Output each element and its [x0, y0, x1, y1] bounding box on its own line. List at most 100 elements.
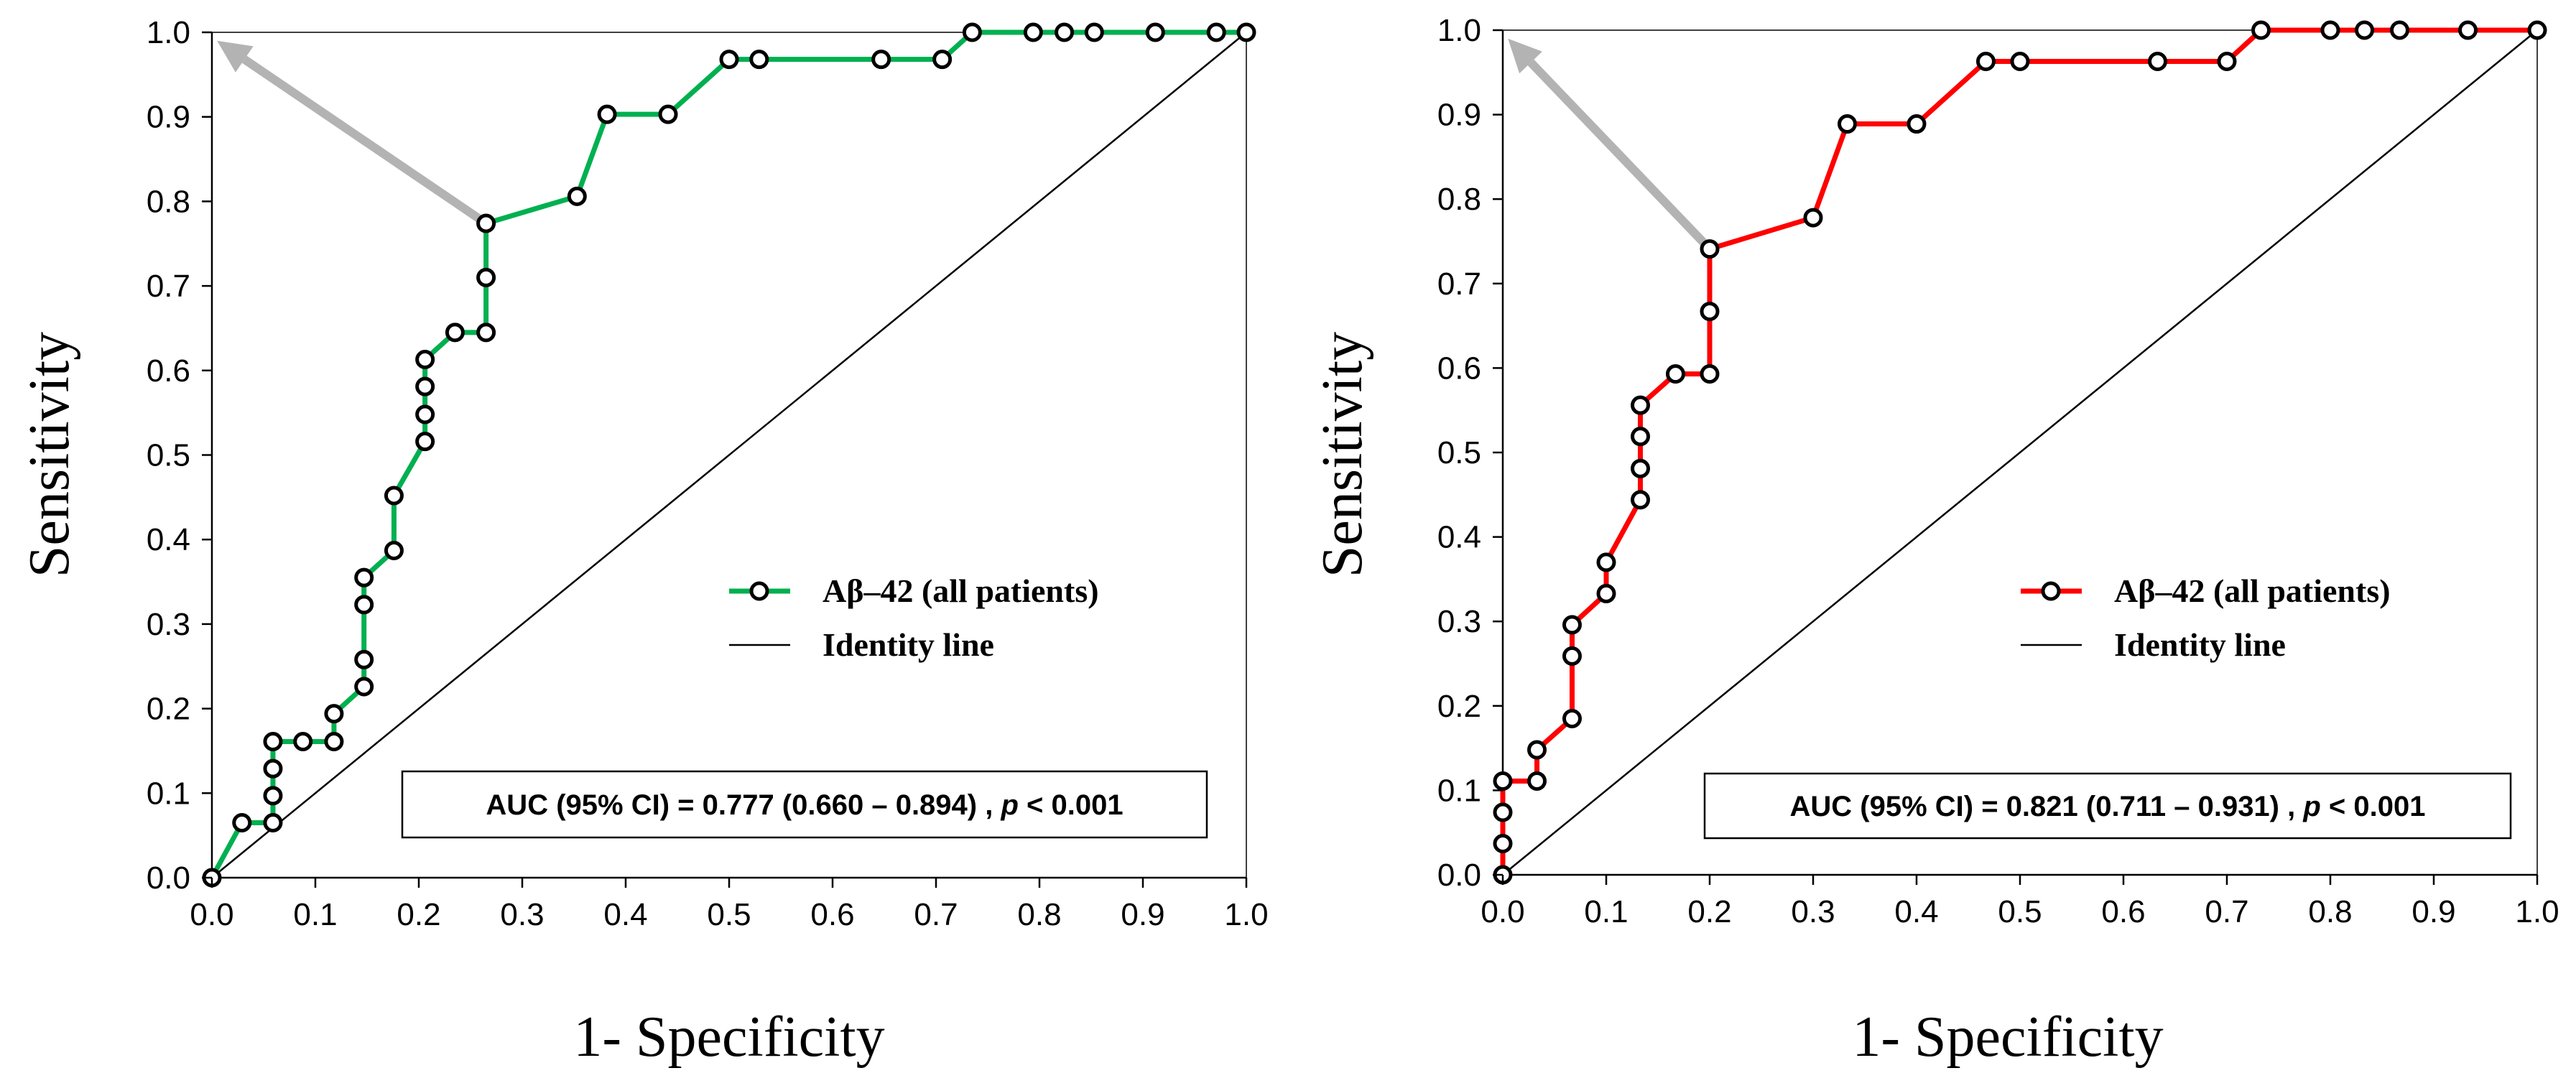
right-roc-point — [2355, 20, 2375, 40]
left-auc-box: AUC (95% CI) = 0.777 (0.660 – 0.894) , p… — [401, 770, 1208, 839]
right-roc-point — [1493, 802, 1513, 822]
left-y-tick-label: 0.1 — [147, 776, 190, 811]
left-roc-point — [415, 404, 435, 424]
right-y-tick-label: 0.2 — [1437, 689, 1481, 724]
left-x-tick-label: 0.6 — [810, 897, 854, 932]
right-roc-point — [1975, 52, 1996, 72]
right-y-tick-label: 0.7 — [1437, 266, 1481, 302]
right-roc-point — [1596, 552, 1616, 572]
right-y-tick-label: 0.5 — [1437, 435, 1481, 470]
right-roc-point — [2458, 20, 2478, 40]
left-legend-roc-label: Aβ–42 (all patients) — [823, 572, 1099, 609]
left-auc-p-symbol: p — [1000, 789, 1018, 821]
left-arrow-annotation — [217, 40, 488, 227]
left-x-axis-title: 1- Specificity — [573, 1006, 884, 1069]
right-auc-prefix: AUC (95% CI) = 0.821 (0.711 – 0.931) , — [1790, 791, 2304, 822]
right-roc-point — [1700, 364, 1720, 384]
left-y-tick-label: 0.2 — [147, 692, 190, 727]
left-auc-frame — [401, 770, 1208, 839]
left-roc-point — [476, 213, 496, 233]
right-roc-point — [1803, 208, 1823, 228]
left-roc-point — [932, 50, 953, 70]
right-y-tick-label: 0.0 — [1437, 858, 1481, 893]
left-roc-point — [263, 758, 283, 779]
left-roc-point — [384, 486, 404, 506]
right-roc-point — [1631, 490, 1651, 510]
right-auc-box: AUC (95% CI) = 0.821 (0.711 – 0.931) , p… — [1703, 772, 2512, 840]
right-roc-point — [1631, 427, 1651, 447]
right-tick-labels: 0.0 0.1 0.2 0.3 0.4 0.5 0.6 0.7 0.8 0.9 1.0 0.0 0.1 0… — [1437, 13, 2559, 929]
left-roc-point — [232, 812, 252, 832]
right-roc-point — [1665, 364, 1685, 384]
left-roc-point — [1145, 22, 1165, 42]
left-y-tick-label: 0.0 — [147, 860, 190, 896]
right-x-tick-label: 0.0 — [1481, 894, 1524, 929]
left-y-tick-label: 0.6 — [147, 353, 190, 389]
right-auc-suffix: < 0.001 — [2321, 791, 2426, 822]
left-tick-labels: 0.0 0.1 0.2 0.3 0.4 0.5 0.6 0.7 0.8 0.9 1.0 0.0 0.1 0… — [147, 15, 1269, 932]
right-auc-p-symbol: p — [2302, 791, 2320, 822]
right-x-tick-label: 1.0 — [2515, 894, 2559, 929]
left-legend-identity-label: Identity line — [823, 626, 994, 663]
left-roc-point — [962, 22, 982, 42]
right-roc-point — [2251, 20, 2271, 40]
left-y-tick-label: 0.5 — [147, 438, 190, 473]
left-x-tick-label: 0.1 — [293, 897, 337, 932]
right-x-tick-label: 0.1 — [1584, 894, 1628, 929]
left-roc-point — [1084, 22, 1104, 42]
left-roc-point — [445, 322, 465, 343]
right-y-tick-label: 0.9 — [1437, 98, 1481, 133]
right-y-tick-label: 0.3 — [1437, 604, 1481, 639]
left-roc-point — [749, 50, 769, 70]
left-roc-point — [354, 649, 374, 669]
right-legend-roc-label: Aβ–42 (all patients) — [2114, 572, 2391, 609]
left-auc-suffix: < 0.001 — [1019, 789, 1123, 821]
left-x-tick-label: 0.5 — [707, 897, 751, 932]
right-roc-point — [2389, 20, 2409, 40]
left-roc-point — [1055, 22, 1075, 42]
right-roc-point — [1631, 458, 1651, 478]
right-roc-point — [1631, 395, 1651, 415]
right-y-tick-label: 0.4 — [1437, 520, 1481, 555]
left-roc-point — [354, 677, 374, 697]
left-x-tick-label: 0.3 — [500, 897, 544, 932]
right-roc-point — [1562, 708, 1582, 728]
left-x-tick-label: 0.7 — [914, 897, 958, 932]
right-x-tick-label: 0.3 — [1791, 894, 1835, 929]
left-roc-point — [658, 104, 678, 124]
right-identity-line — [1502, 29, 2538, 876]
right-roc-panel: 0.0 0.1 0.2 0.3 0.4 0.5 0.6 0.7 0.8 0.9 1.0 0.0 0.1 0… — [1311, 13, 2559, 1069]
left-roc-point — [293, 732, 313, 752]
left-roc-panel: 0.0 0.1 0.2 0.3 0.4 0.5 0.6 0.7 0.8 0.9 1.0 0.0 0.1 0… — [18, 15, 1269, 1069]
right-x-tick-label: 0.4 — [1894, 894, 1938, 929]
left-roc-point — [384, 541, 404, 561]
right-x-tick-label: 0.6 — [2101, 894, 2145, 929]
right-auc-frame — [1703, 772, 2512, 840]
right-roc-point — [1700, 302, 1720, 322]
left-identity-line — [211, 32, 1247, 878]
left-auc-text: AUC (95% CI) = 0.777 (0.660 – 0.894) , p… — [486, 789, 1123, 821]
right-y-tick-label: 1.0 — [1437, 13, 1481, 48]
left-x-tick-label: 0.4 — [603, 897, 647, 932]
left-y-tick-label: 0.3 — [147, 607, 190, 642]
left-y-tick-label: 0.8 — [147, 184, 190, 219]
left-roc-point — [871, 50, 891, 70]
left-roc-point — [719, 50, 739, 70]
left-roc-point — [415, 432, 435, 452]
left-roc-point — [415, 376, 435, 396]
left-roc-point — [476, 267, 496, 287]
left-legend: Aβ–42 (all patients) Identity line — [729, 572, 1099, 663]
left-roc-point — [476, 322, 496, 343]
left-x-tick-label: 1.0 — [1224, 897, 1268, 932]
right-y-tick-label: 0.1 — [1437, 773, 1481, 808]
left-roc-point — [354, 595, 374, 615]
left-roc-point — [324, 704, 344, 724]
right-arrow-annotation — [1508, 38, 1713, 252]
right-legend: Aβ–42 (all patients) Identity line — [2021, 572, 2391, 663]
right-arrow-shaft — [1527, 59, 1713, 252]
left-auc-prefix: AUC (95% CI) = 0.777 (0.660 – 0.894) , — [486, 789, 1001, 821]
right-legend-identity-label: Identity line — [2114, 626, 2286, 663]
left-y-tick-label: 0.4 — [147, 522, 190, 557]
right-y-tick-label: 0.8 — [1437, 182, 1481, 217]
